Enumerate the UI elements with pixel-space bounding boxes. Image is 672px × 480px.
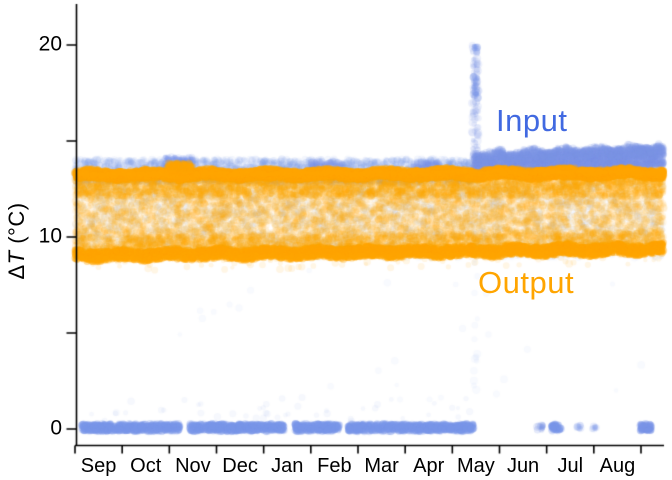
y-axis-title-delta: Δ bbox=[4, 264, 29, 280]
x-tick-label-dec: Dec bbox=[222, 455, 258, 477]
x-tick-label-mar: Mar bbox=[364, 455, 399, 477]
x-tick-label-oct: Oct bbox=[130, 455, 162, 477]
y-axis-title-symbol: T bbox=[4, 250, 29, 265]
y-tick-label-0: 0 bbox=[50, 416, 62, 440]
x-tick-label-feb: Feb bbox=[317, 455, 352, 477]
x-tick-label-may: May bbox=[457, 455, 495, 477]
series-label-output: Output bbox=[478, 265, 575, 300]
x-tick-label-nov: Nov bbox=[175, 455, 211, 477]
y-tick-label-10: 10 bbox=[38, 224, 62, 248]
x-tick-label-sep: Sep bbox=[80, 455, 117, 477]
x-tick-label-jun: Jun bbox=[506, 455, 540, 477]
x-tick-label-jan: Jan bbox=[271, 455, 304, 477]
x-tick-label-jul: Jul bbox=[557, 455, 584, 477]
y-tick-label-20: 20 bbox=[38, 32, 62, 56]
x-tick-label-aug: Aug bbox=[599, 455, 636, 477]
x-tick-label-apr: Apr bbox=[413, 455, 445, 477]
series-label-input: Input bbox=[496, 103, 568, 138]
